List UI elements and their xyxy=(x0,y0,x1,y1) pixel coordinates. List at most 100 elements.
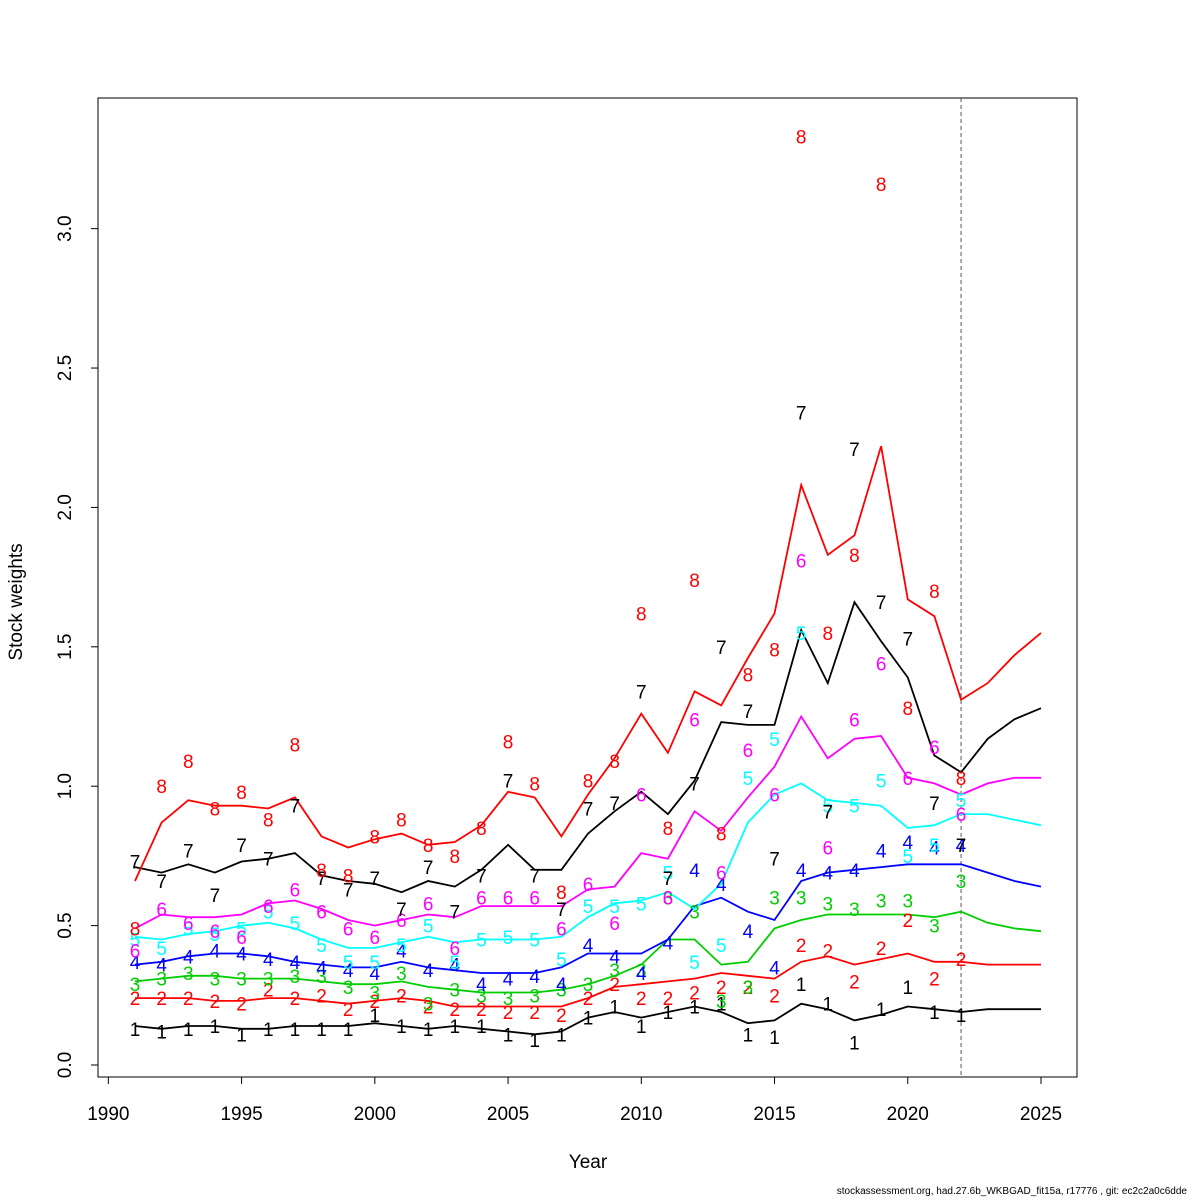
observed-point-age-3: 3 xyxy=(476,986,487,1007)
observed-point-age-3: 3 xyxy=(796,889,807,910)
observed-point-age-2: 2 xyxy=(343,1000,354,1021)
observed-point-age-4: 4 xyxy=(396,942,407,963)
observed-point-age-2: 2 xyxy=(716,978,727,999)
observed-point-age-3: 3 xyxy=(263,970,274,991)
observed-point-age-7: 7 xyxy=(663,869,674,890)
observed-point-age-5: 5 xyxy=(716,936,727,957)
observed-point-age-5: 5 xyxy=(609,897,620,918)
observed-point-age-1: 1 xyxy=(716,995,727,1016)
fitted-line-age-3 xyxy=(134,910,1042,994)
observed-point-age-4: 4 xyxy=(503,970,514,991)
observed-point-age-3: 3 xyxy=(689,903,700,924)
observed-point-age-5: 5 xyxy=(156,939,167,960)
observed-point-age-8: 8 xyxy=(609,752,620,773)
observed-point-age-7: 7 xyxy=(902,629,913,650)
observed-point-age-1: 1 xyxy=(769,1028,780,1049)
observed-point-age-3: 3 xyxy=(823,894,834,915)
observed-point-age-3: 3 xyxy=(929,917,940,938)
observed-point-age-2: 2 xyxy=(183,989,194,1010)
observed-point-age-3: 3 xyxy=(236,970,247,991)
observed-point-age-8: 8 xyxy=(636,604,647,625)
observed-point-age-8: 8 xyxy=(449,847,460,868)
y-tick-label: 3.0 xyxy=(55,215,76,241)
observed-point-age-4: 4 xyxy=(663,933,674,954)
observed-point-age-6: 6 xyxy=(663,889,674,910)
observed-point-age-4: 4 xyxy=(769,958,780,979)
observed-point-age-5: 5 xyxy=(316,936,327,957)
observed-point-age-5: 5 xyxy=(370,953,381,974)
observed-point-age-3: 3 xyxy=(663,889,674,910)
observed-point-age-6: 6 xyxy=(156,900,167,921)
observed-point-age-7: 7 xyxy=(929,794,940,815)
observed-point-age-5: 5 xyxy=(263,903,274,924)
observed-point-age-6: 6 xyxy=(503,889,514,910)
observed-point-age-7: 7 xyxy=(796,404,807,425)
observed-point-age-1: 1 xyxy=(796,975,807,996)
observed-point-age-6: 6 xyxy=(743,741,754,762)
x-tick-label: 2000 xyxy=(354,1104,396,1125)
observed-point-age-4: 4 xyxy=(849,861,860,882)
observed-point-age-8: 8 xyxy=(476,819,487,840)
observed-point-age-6: 6 xyxy=(796,551,807,572)
observed-point-age-5: 5 xyxy=(423,917,434,938)
observed-point-age-7: 7 xyxy=(503,772,514,793)
observed-point-age-5: 5 xyxy=(956,791,967,812)
observed-point-age-7: 7 xyxy=(290,797,301,818)
observed-point-age-1: 1 xyxy=(636,1017,647,1038)
observed-point-age-1: 1 xyxy=(823,995,834,1016)
fitted-lines xyxy=(134,445,1042,1036)
observed-point-age-4: 4 xyxy=(689,861,700,882)
observed-point-age-8: 8 xyxy=(849,546,860,567)
observed-point-age-7: 7 xyxy=(449,903,460,924)
observed-point-age-2: 2 xyxy=(210,992,221,1013)
observed-point-age-1: 1 xyxy=(290,1020,301,1041)
observed-point-age-6: 6 xyxy=(449,939,460,960)
observed-point-age-7: 7 xyxy=(636,682,647,703)
observed-point-age-1: 1 xyxy=(529,1031,540,1052)
observed-point-age-8: 8 xyxy=(796,128,807,149)
observed-point-age-4: 4 xyxy=(236,944,247,965)
observed-point-age-8: 8 xyxy=(769,641,780,662)
observed-point-age-4: 4 xyxy=(929,839,940,860)
observed-point-age-3: 3 xyxy=(556,981,567,1002)
observed-point-age-2: 2 xyxy=(290,989,301,1010)
observed-point-age-2: 2 xyxy=(156,989,167,1010)
observed-point-age-3: 3 xyxy=(343,978,354,999)
observed-point-age-5: 5 xyxy=(876,772,887,793)
observed-point-age-5: 5 xyxy=(663,864,674,885)
observed-point-age-2: 2 xyxy=(370,992,381,1013)
observed-point-age-1: 1 xyxy=(556,1025,567,1046)
observed-point-age-8: 8 xyxy=(902,699,913,720)
observed-point-age-2: 2 xyxy=(423,997,434,1018)
observed-point-age-7: 7 xyxy=(769,850,780,871)
y-tick-label: 2.0 xyxy=(55,494,76,520)
observed-point-age-1: 1 xyxy=(183,1020,194,1041)
observed-point-age-5: 5 xyxy=(183,919,194,940)
observed-point-age-7: 7 xyxy=(689,774,700,795)
observed-point-age-6: 6 xyxy=(316,903,327,924)
observed-point-age-8: 8 xyxy=(876,175,887,196)
observed-point-age-6: 6 xyxy=(236,928,247,949)
observed-point-age-6: 6 xyxy=(183,914,194,935)
observed-point-age-5: 5 xyxy=(343,953,354,974)
observed-point-age-6: 6 xyxy=(423,894,434,915)
fitted-line-age-4 xyxy=(134,863,1042,974)
observed-point-age-8: 8 xyxy=(956,769,967,790)
observed-point-age-3: 3 xyxy=(716,992,727,1013)
observed-point-age-4: 4 xyxy=(370,964,381,985)
observed-point-age-7: 7 xyxy=(476,866,487,887)
observed-point-age-2: 2 xyxy=(876,939,887,960)
observed-point-age-2: 2 xyxy=(316,986,327,1007)
x-tick-label: 2025 xyxy=(1020,1104,1062,1125)
observed-point-age-4: 4 xyxy=(902,833,913,854)
observed-point-age-5: 5 xyxy=(210,925,221,946)
observed-point-age-5: 5 xyxy=(823,797,834,818)
observed-point-age-6: 6 xyxy=(370,928,381,949)
observed-point-age-3: 3 xyxy=(449,981,460,1002)
observed-point-age-8: 8 xyxy=(263,811,274,832)
observed-point-age-1: 1 xyxy=(849,1034,860,1055)
observed-point-age-6: 6 xyxy=(849,710,860,731)
observed-point-age-2: 2 xyxy=(849,972,860,993)
observed-point-age-5: 5 xyxy=(689,953,700,974)
observed-point-age-2: 2 xyxy=(583,989,594,1010)
